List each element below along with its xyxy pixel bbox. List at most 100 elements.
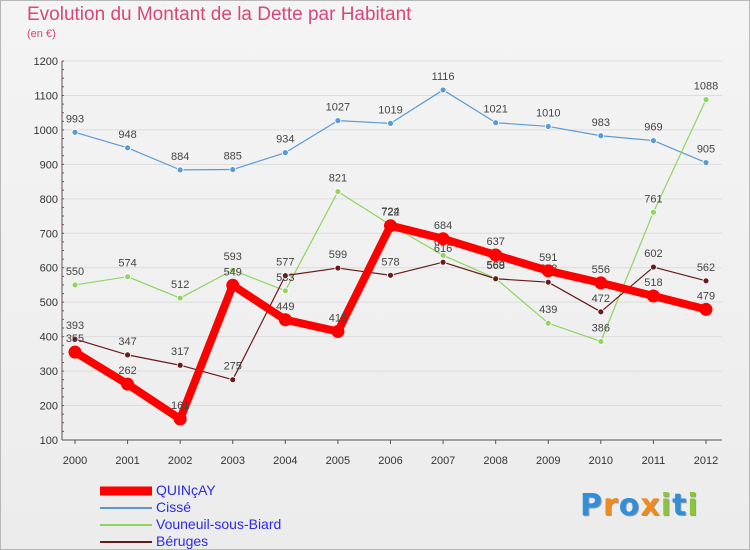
logo-letter: i (660, 488, 673, 523)
data-label-vouneuil-sous-biard-2003: 593 (224, 251, 242, 263)
data-point-cisse--2005 (334, 117, 342, 125)
data-label-quinc-ay-2002: 161 (171, 400, 189, 412)
legend-label-beruges: Béruges (156, 533, 209, 549)
data-point-cisse--2008 (492, 119, 500, 127)
data-point-vouneuil-sous-biard-2007 (439, 251, 447, 259)
data-point-vouneuil-sous-biard-2002 (176, 294, 184, 302)
data-label-cisse--2001: 948 (118, 129, 136, 141)
data-label-cisse--2009: 1010 (536, 107, 560, 119)
data-label-quinc-ay-2000: 355 (66, 333, 84, 345)
data-point-be-ruges-2005 (334, 264, 342, 272)
data-point-cisse--2003 (229, 166, 237, 173)
data-label-be-ruges-2008: 568 (486, 260, 504, 272)
x-tick-label-2004: 2004 (273, 455, 297, 467)
data-label-cisse--2010: 983 (592, 117, 610, 129)
data-point-vouneuil-sous-biard-2012 (702, 96, 710, 103)
data-label-be-ruges-2001: 347 (118, 336, 136, 348)
data-point-quinc-ay-2005 (331, 324, 345, 338)
data-point-vouneuil-sous-biard-2004 (281, 287, 289, 295)
data-point-quinc-ay-2001 (121, 377, 135, 391)
data-point-be-ruges-2008 (492, 275, 500, 283)
data-point-vouneuil-sous-biard-2009 (544, 319, 552, 327)
data-point-be-ruges-2004 (281, 272, 289, 280)
data-point-be-ruges-2011 (650, 263, 657, 271)
data-point-be-ruges-2007 (439, 258, 447, 266)
y-tick-label-900: 900 (40, 159, 58, 171)
legend-label-quincay: QUINçAY (156, 482, 216, 498)
data-label-quinc-ay-2007: 684 (434, 220, 452, 232)
y-tick-label-400: 400 (40, 332, 58, 344)
data-point-cisse--2004 (281, 149, 289, 157)
data-point-cisse--2001 (124, 144, 131, 152)
data-label-cisse--2007: 1116 (432, 71, 455, 83)
chart-title: Evolution du Montant de la Dette par Hab… (27, 4, 412, 25)
data-label-cisse--2006: 1019 (378, 104, 402, 116)
data-point-be-ruges-2003 (229, 376, 237, 384)
data-point-vouneuil-sous-biard-2003 (229, 266, 237, 274)
data-point-cisse--2007 (439, 86, 447, 94)
data-label-vouneuil-sous-biard-2008: 569 (486, 259, 504, 271)
data-point-quinc-ay-2011 (646, 289, 660, 303)
data-point-be-ruges-2002 (176, 361, 184, 369)
legend-item-beruges: Béruges (100, 533, 360, 550)
data-point-cisse--2012 (702, 159, 710, 167)
data-point-be-ruges-2001 (124, 351, 131, 359)
data-point-quinc-ay-2004 (278, 313, 292, 327)
data-point-vouneuil-sous-biard-2001 (124, 273, 131, 281)
data-label-be-ruges-2005: 599 (329, 249, 347, 261)
data-label-vouneuil-sous-biard-2011: 761 (644, 193, 662, 205)
x-tick-label-2000: 2000 (63, 455, 87, 467)
x-tick-label-2002: 2002 (168, 455, 192, 467)
chart-subtitle: (en €) (27, 28, 56, 40)
data-label-be-ruges-2007: 616 (434, 243, 452, 255)
legend-label-vouneuil: Vouneuil-sous-Biard (156, 516, 282, 532)
data-label-cisse--2012: 905 (697, 144, 715, 156)
logo-letter: o (618, 488, 641, 523)
y-tick-label-100: 100 (40, 435, 58, 447)
y-tick-label-600: 600 (40, 263, 58, 275)
x-tick-label-2005: 2005 (326, 455, 350, 467)
data-label-be-ruges-2010: 472 (592, 293, 610, 305)
logo-letter: x (640, 488, 661, 523)
data-label-vouneuil-sous-biard-2009: 439 (539, 304, 557, 316)
data-point-be-ruges-2009 (544, 278, 552, 286)
data-label-cisse--2002: 884 (171, 151, 189, 163)
data-point-quinc-ay-2002 (173, 412, 187, 426)
data-point-be-ruges-2000 (71, 335, 79, 343)
legend-item-quincay: QUINçAY (100, 482, 360, 499)
data-label-quinc-ay-2004: 449 (276, 301, 294, 313)
legend: QUINçAY Cissé Vouneuil-sous-Biard Béruge… (100, 482, 360, 550)
data-point-be-ruges-2006 (387, 271, 394, 279)
y-tick-label-200: 200 (40, 401, 58, 413)
logo-letter: r (603, 488, 619, 523)
data-point-cisse--2000 (71, 128, 79, 136)
data-label-be-ruges-2012: 562 (697, 262, 715, 274)
data-label-cisse--2005: 1027 (326, 102, 350, 114)
x-tick-label-2006: 2006 (378, 455, 402, 467)
y-tick-label-1000: 1000 (34, 125, 58, 137)
data-label-cisse--2003: 885 (224, 151, 242, 163)
data-label-vouneuil-sous-biard-2001: 574 (118, 258, 136, 270)
legend-swatch-vouneuil (100, 523, 152, 526)
data-point-quinc-ay-2006 (384, 219, 397, 233)
legend-item-cisse: Cissé (100, 499, 360, 516)
y-tick-label-300: 300 (40, 366, 58, 378)
data-point-quinc-ay-2007 (436, 232, 450, 246)
data-label-quinc-ay-2003: 549 (224, 266, 242, 278)
data-label-quinc-ay-2009: 591 (539, 252, 557, 264)
data-label-be-ruges-2000: 393 (66, 320, 84, 332)
x-tick-label-2010: 2010 (589, 455, 613, 467)
data-point-vouneuil-sous-biard-2000 (71, 281, 79, 289)
data-label-vouneuil-sous-biard-2005: 821 (329, 173, 347, 185)
series-line-be-ruges (74, 261, 707, 381)
data-label-be-ruges-2004: 577 (276, 257, 294, 269)
y-tick-label-1200: 1200 (34, 56, 58, 68)
data-label-be-ruges-2006: 578 (381, 256, 399, 268)
data-label-cisse--2008: 1021 (483, 104, 507, 116)
data-point-be-ruges-2012 (702, 277, 710, 285)
logo-letter: P (580, 488, 603, 523)
x-tick-label-2008: 2008 (483, 455, 507, 467)
data-point-quinc-ay-2003 (226, 278, 240, 292)
data-label-be-ruges-2003: 275 (224, 361, 242, 373)
